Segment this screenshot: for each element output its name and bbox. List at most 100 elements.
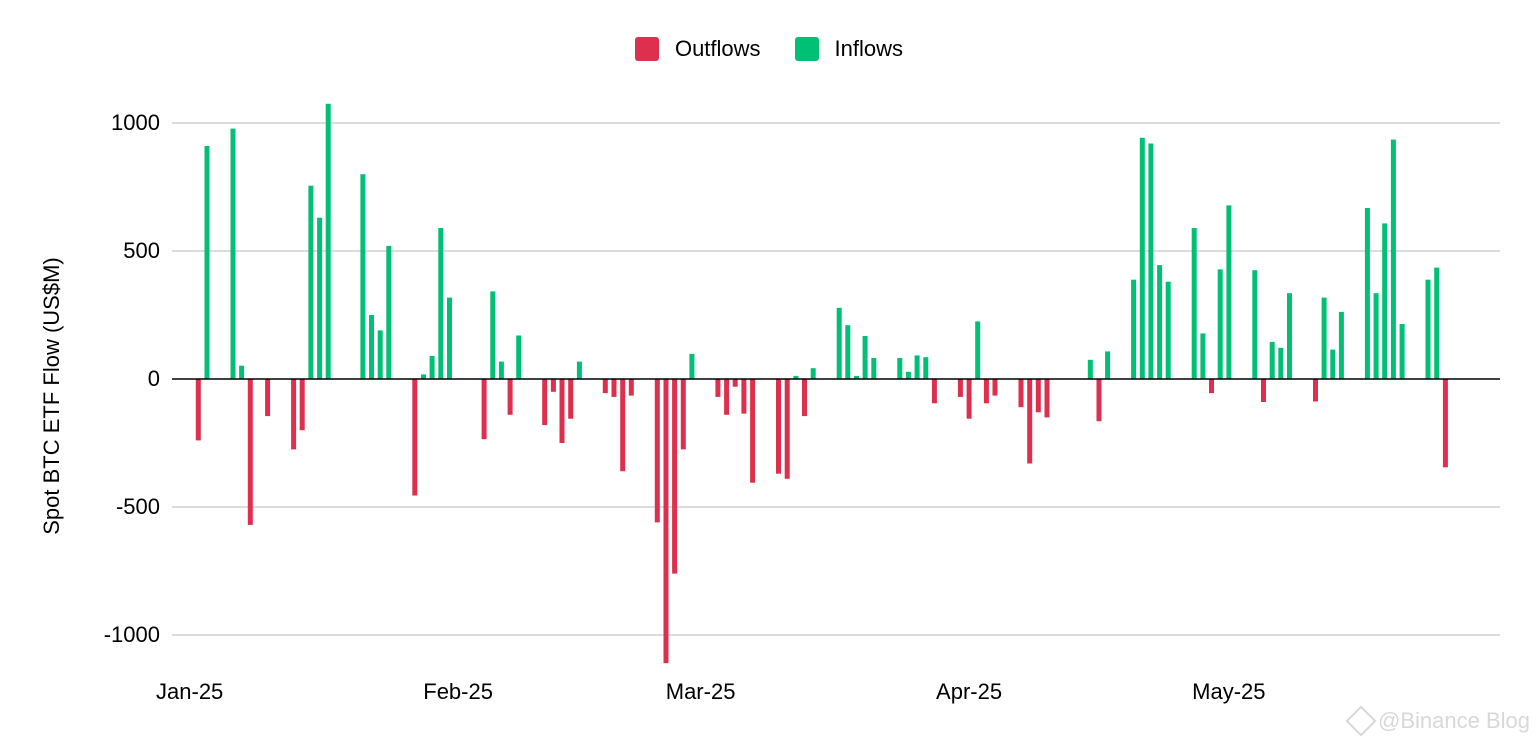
outflow-bar[interactable] [672,379,678,574]
inflow-bar[interactable] [1434,267,1440,379]
inflow-bar[interactable] [1373,293,1379,379]
inflow-bar[interactable] [1330,349,1336,379]
outflow-bar[interactable] [291,379,297,450]
outflow-bar[interactable] [265,379,271,417]
outflow-bar[interactable] [1442,379,1448,468]
outflow-bar[interactable] [1027,379,1033,464]
inflow-bar[interactable] [386,245,392,379]
inflow-bar[interactable] [689,353,695,379]
inflow-bar[interactable] [854,375,859,379]
inflow-bar[interactable] [490,291,496,379]
inflow-bar[interactable] [1226,205,1232,379]
outflow-bar[interactable] [680,379,686,450]
outflow-bar[interactable] [983,379,989,404]
outflow-bar[interactable] [776,379,781,474]
outflow-bar[interactable] [741,379,747,414]
inflow-bar[interactable] [871,358,877,379]
inflow-bar[interactable] [793,375,799,379]
inflow-bar[interactable] [1217,269,1223,379]
inflow-bar[interactable] [1338,311,1344,379]
outflow-bar[interactable] [568,379,574,419]
inflow-bar[interactable] [498,361,504,379]
inflow-bar[interactable] [845,325,851,379]
outflow-bar[interactable] [542,379,548,426]
inflow-bar[interactable] [1278,347,1284,379]
inflow-bar[interactable] [325,103,331,380]
inflow-bar[interactable] [1105,351,1111,379]
outflow-bar[interactable] [559,379,565,443]
inflow-bar[interactable] [308,185,314,379]
inflow-bar[interactable] [576,361,582,379]
legend-item-inflows[interactable]: Inflows [794,36,903,62]
outflow-bar[interactable] [247,379,253,525]
inflow-bar[interactable] [1399,324,1405,379]
outflow-bar[interactable] [195,379,201,441]
inflow-bar[interactable] [923,357,929,379]
inflow-bar[interactable] [1131,279,1137,379]
inflow-bar[interactable] [360,174,366,379]
outflow-bar[interactable] [992,379,998,396]
inflow-bar[interactable] [1382,223,1388,379]
inflow-bar[interactable] [377,330,383,379]
legend-item-outflows[interactable]: Outflows [634,36,761,62]
inflow-bar[interactable] [897,358,903,379]
inflow-bar[interactable] [975,321,981,379]
outflow-bar[interactable] [1261,379,1266,402]
inflow-bar[interactable] [905,371,911,379]
inflow-bar[interactable] [1165,281,1171,379]
inflow-bar[interactable] [1252,270,1258,379]
inflow-bar[interactable] [862,336,868,379]
inflow-bar[interactable] [447,297,452,379]
outflow-bar[interactable] [412,379,418,496]
inflow-bar[interactable] [369,315,374,379]
outflow-bar[interactable] [957,379,963,397]
outflow-bar[interactable] [802,379,807,417]
inflow-bar[interactable] [230,128,236,379]
inflow-bar[interactable] [1287,293,1292,379]
inflow-bar[interactable] [438,228,444,379]
outflow-bar[interactable] [1096,379,1102,422]
outflow-bar[interactable] [663,379,669,664]
inflow-bar[interactable] [1425,279,1431,379]
outflow-bar[interactable] [931,379,937,404]
inflow-bar[interactable] [1191,228,1197,379]
inflow-bar[interactable] [421,374,426,379]
outflow-bar[interactable] [724,379,730,415]
outflow-bar[interactable] [628,379,634,396]
inflow-bar[interactable] [317,217,323,379]
inflow-bar[interactable] [204,146,210,379]
outflow-bar[interactable] [1044,379,1050,418]
inflow-bar[interactable] [1157,265,1163,379]
outflow-bar[interactable] [966,379,972,419]
outflow-bar[interactable] [481,379,487,440]
outflow-bar[interactable] [715,379,721,397]
inflow-bar[interactable] [429,356,435,379]
outflow-bar[interactable] [620,379,626,472]
inflow-bar[interactable] [239,365,245,379]
inflow-bar[interactable] [516,335,522,380]
outflow-bar[interactable] [611,379,617,397]
outflow-bar[interactable] [732,379,738,387]
inflow-bar[interactable] [1200,333,1206,379]
outflow-bar[interactable] [507,379,513,415]
outflow-bar[interactable] [654,379,660,523]
outflow-bar[interactable] [602,379,608,394]
outflow-bar[interactable] [784,379,790,479]
inflow-bar[interactable] [1364,208,1370,379]
inflow-bar[interactable] [1087,359,1093,379]
inflow-bar[interactable] [810,368,816,379]
outflow-bar[interactable] [550,379,556,392]
inflow-bar[interactable] [1148,143,1154,380]
outflow-bar[interactable] [750,379,756,483]
outflow-bar[interactable] [299,379,305,431]
outflow-bar[interactable] [1018,379,1024,408]
inflow-bar[interactable] [836,307,842,379]
inflow-bar[interactable] [914,355,920,379]
inflow-bar[interactable] [1269,341,1275,379]
outflow-bar[interactable] [1313,379,1318,402]
outflow-bar[interactable] [1209,379,1214,394]
outflow-bar[interactable] [1035,379,1041,413]
inflow-bar[interactable] [1321,297,1327,379]
inflow-bar[interactable] [1390,139,1396,379]
inflow-bar[interactable] [1139,137,1145,379]
